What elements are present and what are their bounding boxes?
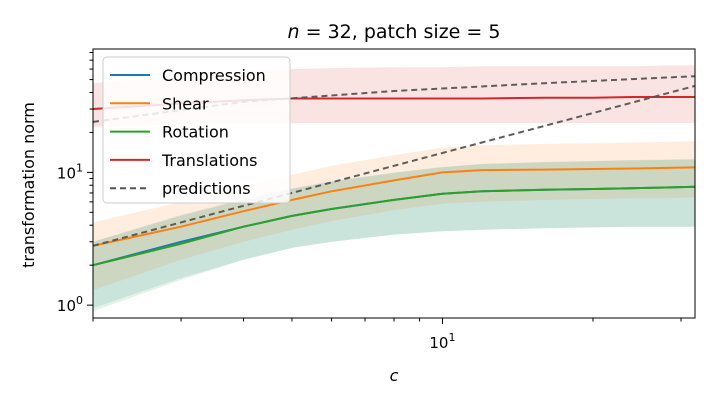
legend-label-compression: Compression (162, 66, 266, 85)
x-axis-label: c (390, 366, 399, 385)
legend-label-translations: Translations (161, 151, 258, 170)
band-shear (93, 141, 695, 290)
legend-box (102, 56, 291, 204)
plot-frame (92, 48, 696, 319)
y-axis-label: transformation norm (19, 102, 38, 268)
legend-label-predictions: predictions (162, 179, 251, 198)
legend-label-shear: Shear (162, 94, 209, 113)
legend-label-rotation: Rotation (162, 123, 229, 142)
x-tick-label: 101 (429, 331, 455, 352)
y-tick-label: 101 (57, 161, 83, 182)
legend: Compression Shear Rotation Translations pred… (102, 56, 291, 204)
band-compression (93, 159, 695, 309)
series-line-rotation (92, 185, 696, 267)
axis-ticks: 101 100 101 (57, 51, 682, 352)
chart-title: n = 32, patch size = 5 (288, 21, 501, 43)
band-rotation (93, 159, 695, 312)
series-line-predictions (92, 84, 696, 247)
y-tick-label: 100 (57, 294, 83, 315)
series-line-shear (92, 166, 696, 247)
